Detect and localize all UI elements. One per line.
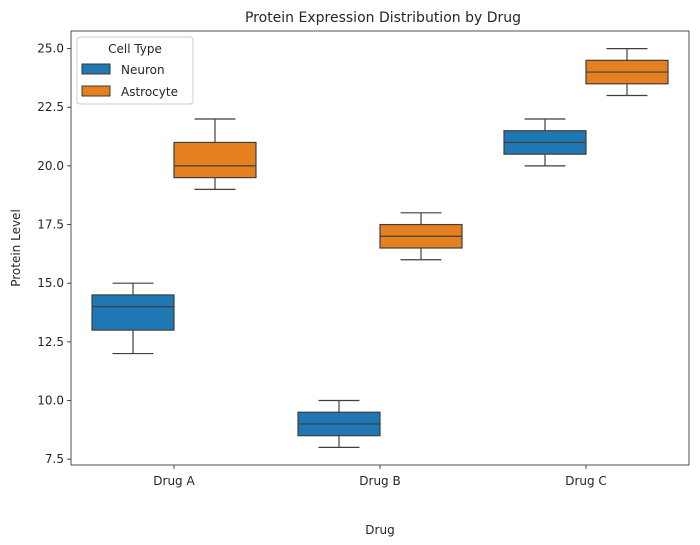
legend-swatch-neuron bbox=[81, 63, 111, 75]
plot-area bbox=[91, 47, 669, 449]
y-tick-label: 25.0 bbox=[37, 42, 64, 56]
y-tick-label: 20.0 bbox=[37, 159, 64, 173]
box-astrocyte-1 bbox=[173, 118, 257, 190]
x-tick-label: Drug A bbox=[153, 474, 195, 488]
legend: Cell Type Neuron Astrocyte bbox=[76, 36, 194, 105]
legend-label-neuron: Neuron bbox=[121, 63, 165, 77]
box-neuron-3 bbox=[503, 118, 587, 167]
y-tick-label: 10.0 bbox=[37, 393, 64, 407]
box-astrocyte-2 bbox=[379, 212, 463, 261]
y-tick-label: 7.5 bbox=[45, 452, 64, 466]
x-axis-label: Drug bbox=[365, 523, 394, 537]
y-axis: 7.5 10.0 12.5 15.0 17.5 20.0 22.5 25.0 bbox=[37, 42, 71, 466]
y-tick-label: 22.5 bbox=[37, 100, 64, 114]
y-axis-label: Protein Level bbox=[9, 209, 23, 287]
box-astrocyte-3 bbox=[585, 47, 669, 97]
legend-swatch-astrocyte bbox=[81, 85, 111, 97]
legend-title: Cell Type bbox=[108, 42, 162, 56]
box-body bbox=[173, 141, 257, 179]
y-tick-label: 12.5 bbox=[37, 335, 64, 349]
box-body bbox=[91, 294, 175, 331]
y-tick-label: 15.0 bbox=[37, 276, 64, 290]
x-axis: Drug A Drug B Drug C bbox=[153, 465, 607, 488]
x-tick-label: Drug C bbox=[565, 474, 607, 488]
y-tick-label: 17.5 bbox=[37, 218, 64, 232]
box-neuron-2 bbox=[297, 399, 381, 449]
legend-label-astrocyte: Astrocyte bbox=[121, 85, 178, 99]
chart-title: Protein Expression Distribution by Drug bbox=[245, 10, 521, 26]
x-tick-label: Drug B bbox=[359, 474, 400, 488]
box-neuron-1 bbox=[91, 282, 175, 355]
